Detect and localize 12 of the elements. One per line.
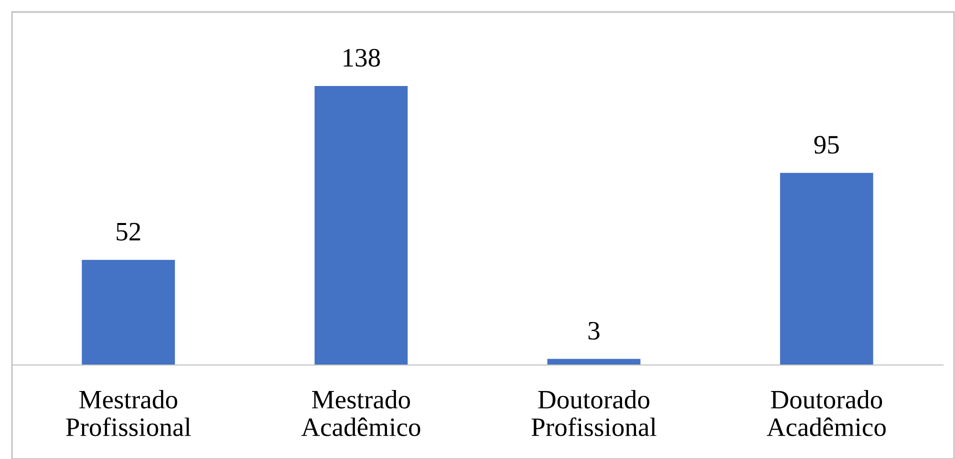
x-tick-label: Mestrado Acadêmico — [301, 390, 420, 436]
x-tick-label: Doutorado Acadêmico — [766, 390, 886, 436]
bar — [314, 86, 408, 365]
bar — [82, 260, 175, 365]
data-label: 95 — [814, 136, 839, 154]
bar — [547, 358, 640, 365]
x-tick-label: Mestrado Profissional — [66, 390, 191, 436]
bar — [780, 172, 874, 365]
data-label: 3 — [588, 322, 600, 340]
x-tick-label: Doutorado Profissional — [532, 390, 656, 436]
data-label: 138 — [344, 48, 380, 67]
data-label: 52 — [116, 222, 140, 241]
